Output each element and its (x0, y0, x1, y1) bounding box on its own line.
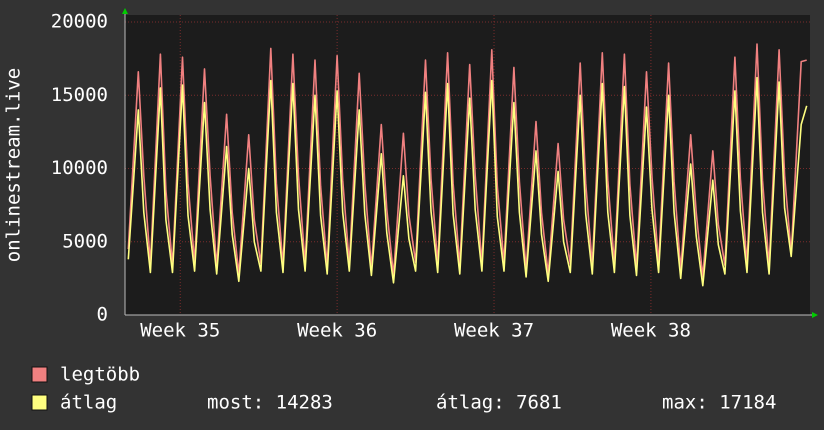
x-tick-label: Week 35 (140, 320, 220, 342)
y-tick-label: 0 (97, 304, 108, 326)
legend-stat: most: 14283 (207, 392, 333, 414)
series-line (127, 43, 807, 278)
y-axis-label: onlinestream.live (3, 68, 25, 262)
legend-swatch (31, 366, 48, 383)
y-tick-label: 20000 (51, 11, 108, 33)
x-tick-label: Week 36 (297, 320, 377, 342)
series-line (127, 76, 808, 287)
legend-label: legtöbb (60, 364, 140, 386)
x-tick-label: Week 38 (611, 320, 691, 342)
y-tick-label: 5000 (62, 230, 108, 252)
legend-stat: max: 17184 (662, 392, 776, 414)
y-tick-label: 10000 (51, 157, 108, 179)
y-arrow (122, 8, 128, 14)
lines (127, 43, 808, 287)
legend-stat: átlag: 7681 (436, 392, 562, 414)
x-arrow (812, 312, 818, 318)
legend-swatch (31, 394, 48, 411)
legend: legtöbb átlag most: 14283 átlag: 7681 max: 1… (31, 364, 776, 414)
x-tick-label: Week 37 (454, 320, 534, 342)
legend-label: átlag (60, 392, 117, 414)
y-tick-label: 15000 (51, 84, 108, 106)
